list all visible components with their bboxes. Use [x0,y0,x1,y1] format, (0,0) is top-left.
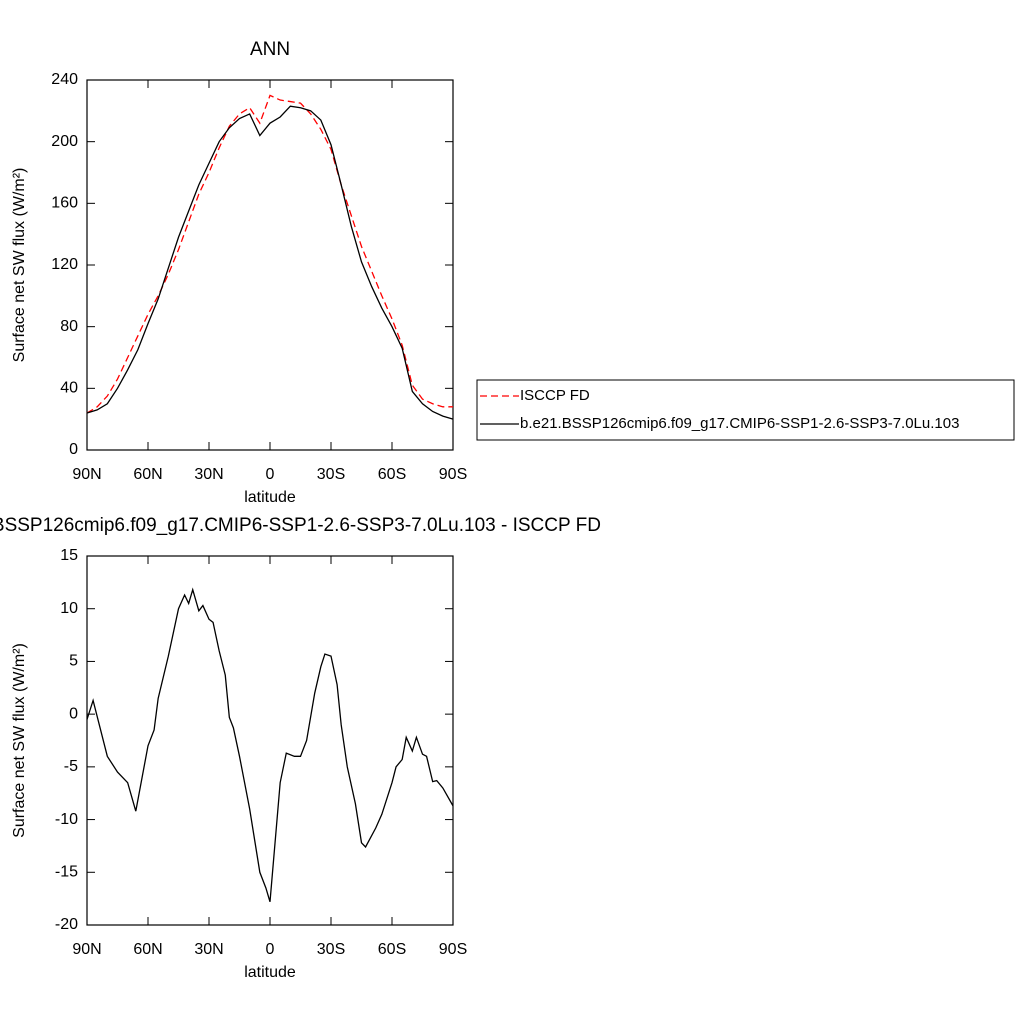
plot-frame [86,79,454,451]
x-tick-label: 60S [378,941,406,958]
y-tick-label: 5 [69,653,78,670]
plot-frame [86,555,454,926]
y-axis-label: Surface net SW flux (W/m²) [11,168,28,363]
y-tick-label: -5 [64,758,78,775]
legend-label: ISCCP FD [520,387,590,404]
legend-label: b.e21.BSSP126cmip6.f09_g17.CMIP6-SSP1-2.… [520,415,959,432]
y-tick-label: 40 [60,380,78,397]
x-tick-label: 90N [72,941,101,958]
legend-box [476,379,1015,441]
x-tick-label: 30S [317,466,345,483]
y-tick-label: -20 [55,916,78,933]
x-tick-label: 30S [317,941,345,958]
x-tick-label: 0 [266,941,275,958]
x-tick-label: 60N [133,941,162,958]
y-tick-label: 80 [60,318,78,335]
x-axis-label: latitude [244,964,296,981]
y-tick-label: 10 [60,600,78,617]
y-tick-label: 240 [51,71,78,88]
x-tick-label: 90N [72,466,101,483]
y-tick-label: 120 [51,256,78,273]
data-line [86,94,453,414]
data-line [86,587,454,902]
x-tick-label: 0 [266,466,275,483]
y-tick-label: 15 [60,547,78,564]
x-tick-label: 30N [194,466,223,483]
chart-title: ANN [250,39,290,60]
legend: ISCCP FD b.e21.BSSP126cmip6.f09_g17.CMIP6… [476,379,1015,441]
chart-title: b.e21.BSSP126cmip6.f09_g17.CMIP6-SSP1-2.… [0,515,601,536]
x-tick-label: 90S [439,466,467,483]
y-tick-label: 0 [69,441,78,458]
y-tick-label: -15 [55,864,78,881]
x-axis-label: latitude [244,489,296,506]
data-line [86,105,454,420]
y-tick-label: 160 [51,195,78,212]
y-tick-label: 200 [51,133,78,150]
x-tick-label: 90S [439,941,467,958]
x-tick-label: 30N [194,941,223,958]
x-tick-label: 60S [378,466,406,483]
y-tick-label: 0 [69,705,78,722]
y-axis-label: Surface net SW flux (W/m²) [11,643,28,838]
x-tick-label: 60N [133,466,162,483]
y-tick-label: -10 [55,811,78,828]
